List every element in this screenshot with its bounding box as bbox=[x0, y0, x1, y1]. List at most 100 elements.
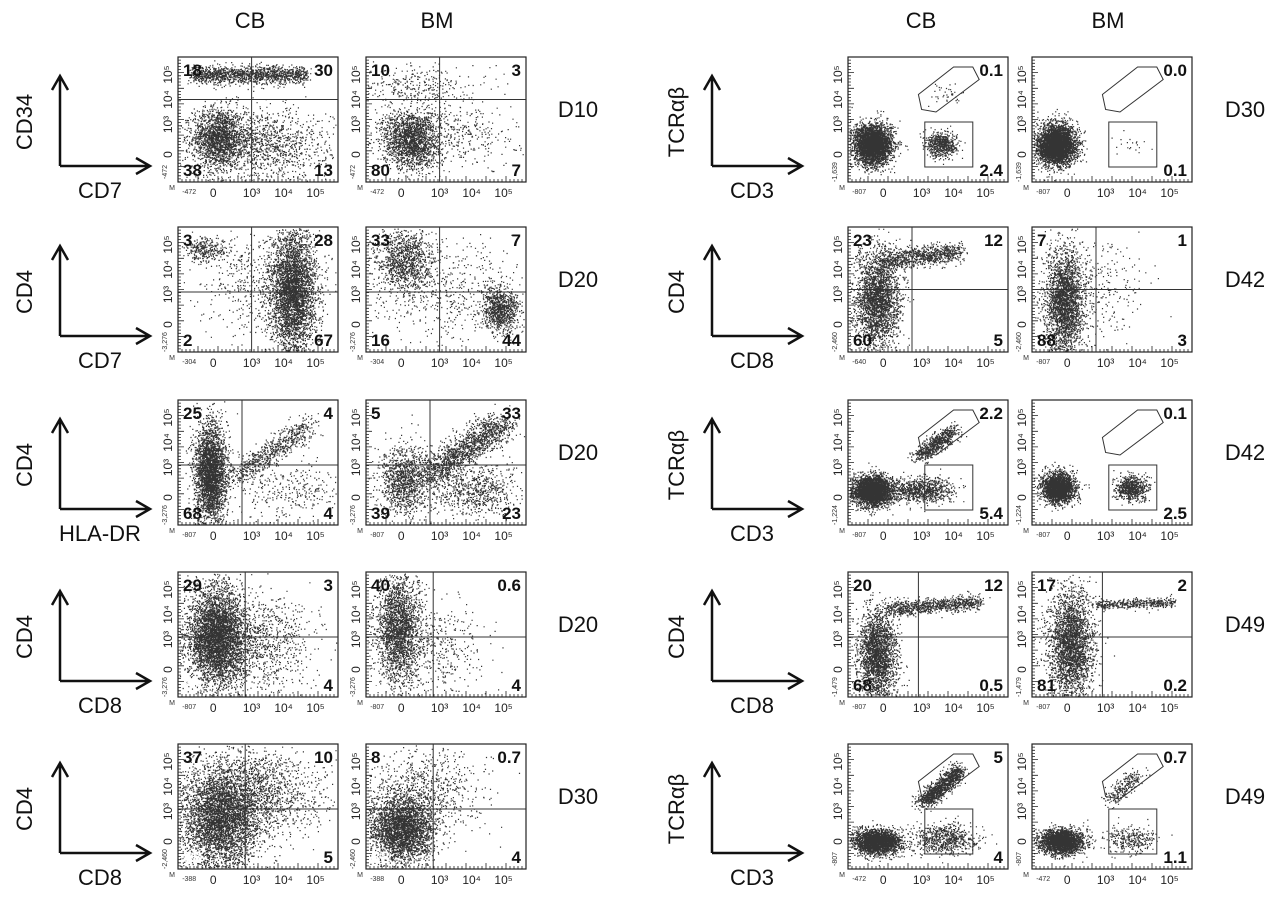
left-row-5-y-arrow bbox=[50, 760, 70, 853]
left-row-2-bm-x-tick-label: 10³ bbox=[431, 356, 448, 370]
left-row-4-x-arrow bbox=[60, 671, 153, 691]
left-row-2-bm-x-tick-label: 10⁴ bbox=[462, 356, 481, 370]
left-row-5-bm-x-tick-label: 0 bbox=[398, 873, 405, 887]
right-row-3-cb-tick-marks bbox=[847, 399, 1009, 526]
right-row-4-bm-x-tick-label: 10⁵ bbox=[1160, 701, 1178, 715]
right-row-1-bm-y-tick-label: 0 bbox=[1015, 151, 1029, 158]
right-row-3-cb-cd3-gate-value: 5.4 bbox=[979, 504, 1003, 523]
right-row-1-cb-y-tick-label: 10⁵ bbox=[831, 65, 845, 83]
left-row-4-x-axis-label: CD8 bbox=[78, 693, 122, 718]
left-row-5-cb-x-tick-label: 10⁴ bbox=[274, 873, 293, 887]
right-row-2-y-arrow bbox=[702, 243, 722, 336]
left-row-2-cb-corner-mark: M bbox=[169, 355, 175, 362]
right-row-3-cb-y-min-label: -1,224 bbox=[832, 505, 839, 525]
left-row-1-cb-y-min-label: -472 bbox=[162, 165, 169, 179]
right-row-4-cb-quadrant-ul-value: 20 bbox=[853, 576, 872, 595]
right-row-4-bm-tick-marks bbox=[1031, 571, 1193, 698]
right-row-3-bm-y-tick-label: 10⁴ bbox=[1015, 433, 1029, 452]
left-row-2-bm-quadrant-lr-value: 44 bbox=[502, 331, 521, 350]
right-row-2-bm-y-tick-label: 10⁵ bbox=[1015, 235, 1029, 253]
right-row-5-y-axis-label: TCRαβ bbox=[664, 774, 689, 845]
left-row-4-day-label: D20 bbox=[558, 612, 598, 637]
right-row-4-bm-quadrant-ul-value: 17 bbox=[1037, 576, 1056, 595]
left-row-1-bm-y-min-label: -472 bbox=[350, 165, 357, 179]
column-header-left-bm: BM bbox=[421, 8, 454, 33]
right-row-5-bm-cd3-gate-value: 1.1 bbox=[1163, 848, 1187, 867]
right-row-5-cb-x-tick-label: 10⁴ bbox=[944, 873, 963, 887]
right-row-1-cb-cd3-gate bbox=[924, 121, 974, 168]
right-row-2-x-arrow bbox=[712, 326, 805, 346]
right-row-2-bm-quadrant-ll-value: 88 bbox=[1037, 331, 1056, 350]
left-row-2-cb-tick-marks bbox=[177, 226, 339, 353]
right-row-4-cb-x-tick-label: 10⁵ bbox=[976, 701, 994, 715]
right-row-1-cb-tcr-gate bbox=[917, 66, 980, 113]
right-row-2-cb-x-tick-label: 10⁴ bbox=[944, 356, 963, 370]
left-row-3-cb-x-tick-label: 10³ bbox=[243, 529, 260, 543]
left-row-4-cb-y-min-label: -3,276 bbox=[162, 677, 169, 697]
right-row-2-bm-x-tick-label: 10⁴ bbox=[1128, 356, 1147, 370]
right-row-4-bm-x-tick-label: 10³ bbox=[1097, 701, 1114, 715]
right-row-1-bm-y-min-label: -1,639 bbox=[1016, 162, 1023, 182]
left-row-2-cb-x-tick-label: 0 bbox=[210, 356, 217, 370]
left-row-3-bm-quadrant-ll-value: 39 bbox=[371, 504, 390, 523]
right-row-1-cb-y-min-label: -1,639 bbox=[832, 162, 839, 182]
left-row-5-bm-tick-marks bbox=[365, 743, 527, 870]
right-row-4-cb-x-tick-label: 10⁴ bbox=[944, 701, 963, 715]
right-row-2-bm-x-tick-label: 10⁵ bbox=[1160, 356, 1178, 370]
column-header-left-cb: CB bbox=[235, 8, 266, 33]
left-row-4-cb-y-tick-label: 0 bbox=[161, 666, 175, 673]
left-row-3-cb-y-tick-label: 10³ bbox=[161, 459, 175, 476]
left-row-5-bm-y-tick-label: 10³ bbox=[349, 803, 363, 820]
left-row-1-bm-quadrant-ll-value: 80 bbox=[371, 161, 390, 180]
left-row-4-cb-y-tick-label: 10³ bbox=[161, 631, 175, 648]
left-row-5-cb-x-tick-label: 0 bbox=[210, 873, 217, 887]
left-row-3-bm-tick-marks bbox=[365, 399, 527, 526]
left-row-1-cb-y-tick-label: 0 bbox=[161, 151, 175, 158]
left-row-2-bm-quadrant-ul-value: 33 bbox=[371, 231, 390, 250]
right-row-5-cb-y-min-label: -807 bbox=[832, 852, 839, 866]
left-row-5-bm-y-tick-label: 10⁵ bbox=[349, 752, 363, 770]
left-row-5-cb-y-tick-label: 10⁵ bbox=[161, 752, 175, 770]
right-row-1-bm-cd3-gate-value: 0.1 bbox=[1163, 161, 1187, 180]
right-row-5-cb-event-dots bbox=[849, 760, 998, 867]
right-row-2-y-axis-label: CD4 bbox=[664, 270, 689, 314]
column-header-right-cb: CB bbox=[906, 8, 937, 33]
right-row-3-cb-x-min-label: -807 bbox=[852, 532, 866, 539]
right-row-2-bm-y-tick-label: 10⁴ bbox=[1015, 260, 1029, 279]
left-row-4-bm-y-tick-label: 10⁴ bbox=[349, 605, 363, 624]
right-row-5-cb-y-tick-label: 10⁵ bbox=[831, 752, 845, 770]
left-row-3-bm-quadrant-lr-value: 23 bbox=[502, 504, 521, 523]
right-row-4-x-arrow bbox=[712, 671, 805, 691]
right-row-5-bm-tcr-gate-value: 0.7 bbox=[1163, 748, 1187, 767]
right-row-3-cb-y-tick-label: 10⁴ bbox=[831, 433, 845, 452]
right-row-5-bm-y-tick-label: 10³ bbox=[1015, 803, 1029, 820]
left-row-5-cb-quadrant-lr-value: 5 bbox=[324, 848, 333, 867]
right-row-5-cb-y-tick-label: 0 bbox=[831, 838, 845, 845]
left-row-2-bm-y-tick-label: 10³ bbox=[349, 286, 363, 303]
left-row-4-bm-x-tick-label: 0 bbox=[398, 701, 405, 715]
right-row-1-bm-x-tick-label: 10³ bbox=[1097, 186, 1114, 200]
right-row-3-cb-x-tick-label: 10³ bbox=[913, 529, 930, 543]
left-row-3-bm-y-tick-label: 0 bbox=[349, 494, 363, 501]
left-row-3-cb-quadrant-ul-value: 25 bbox=[183, 404, 202, 423]
left-row-1-cb-y-tick-label: 10³ bbox=[161, 116, 175, 133]
left-row-5-cb-x-tick-label: 10⁵ bbox=[306, 873, 324, 887]
left-row-1-bm-y-tick-label: 10⁴ bbox=[349, 90, 363, 109]
right-row-2-cb-y-min-label: -2,460 bbox=[832, 332, 839, 352]
right-row-5-bm-event-dots bbox=[1033, 767, 1173, 867]
right-row-4-bm-quadrant-ll-value: 81 bbox=[1037, 676, 1056, 695]
right-row-4-cb-y-min-label: -1,479 bbox=[832, 677, 839, 697]
left-row-2-cb-y-tick-label: 10⁵ bbox=[161, 235, 175, 253]
left-row-4-y-axis-label: CD4 bbox=[12, 615, 37, 659]
right-row-2-bm-quadrant-ul-value: 7 bbox=[1037, 231, 1046, 250]
right-row-5-cb-tick-marks bbox=[847, 743, 1009, 870]
left-row-2-bm-event-dots bbox=[367, 228, 525, 347]
right-row-2-cb-y-tick-label: 10⁴ bbox=[831, 260, 845, 279]
right-row-3-bm-corner-mark: M bbox=[1023, 528, 1029, 535]
left-row-2-cb-y-tick-label: 10⁴ bbox=[161, 260, 175, 279]
left-row-5-day-label: D30 bbox=[558, 784, 598, 809]
left-row-4-bm-y-tick-label: 0 bbox=[349, 666, 363, 673]
